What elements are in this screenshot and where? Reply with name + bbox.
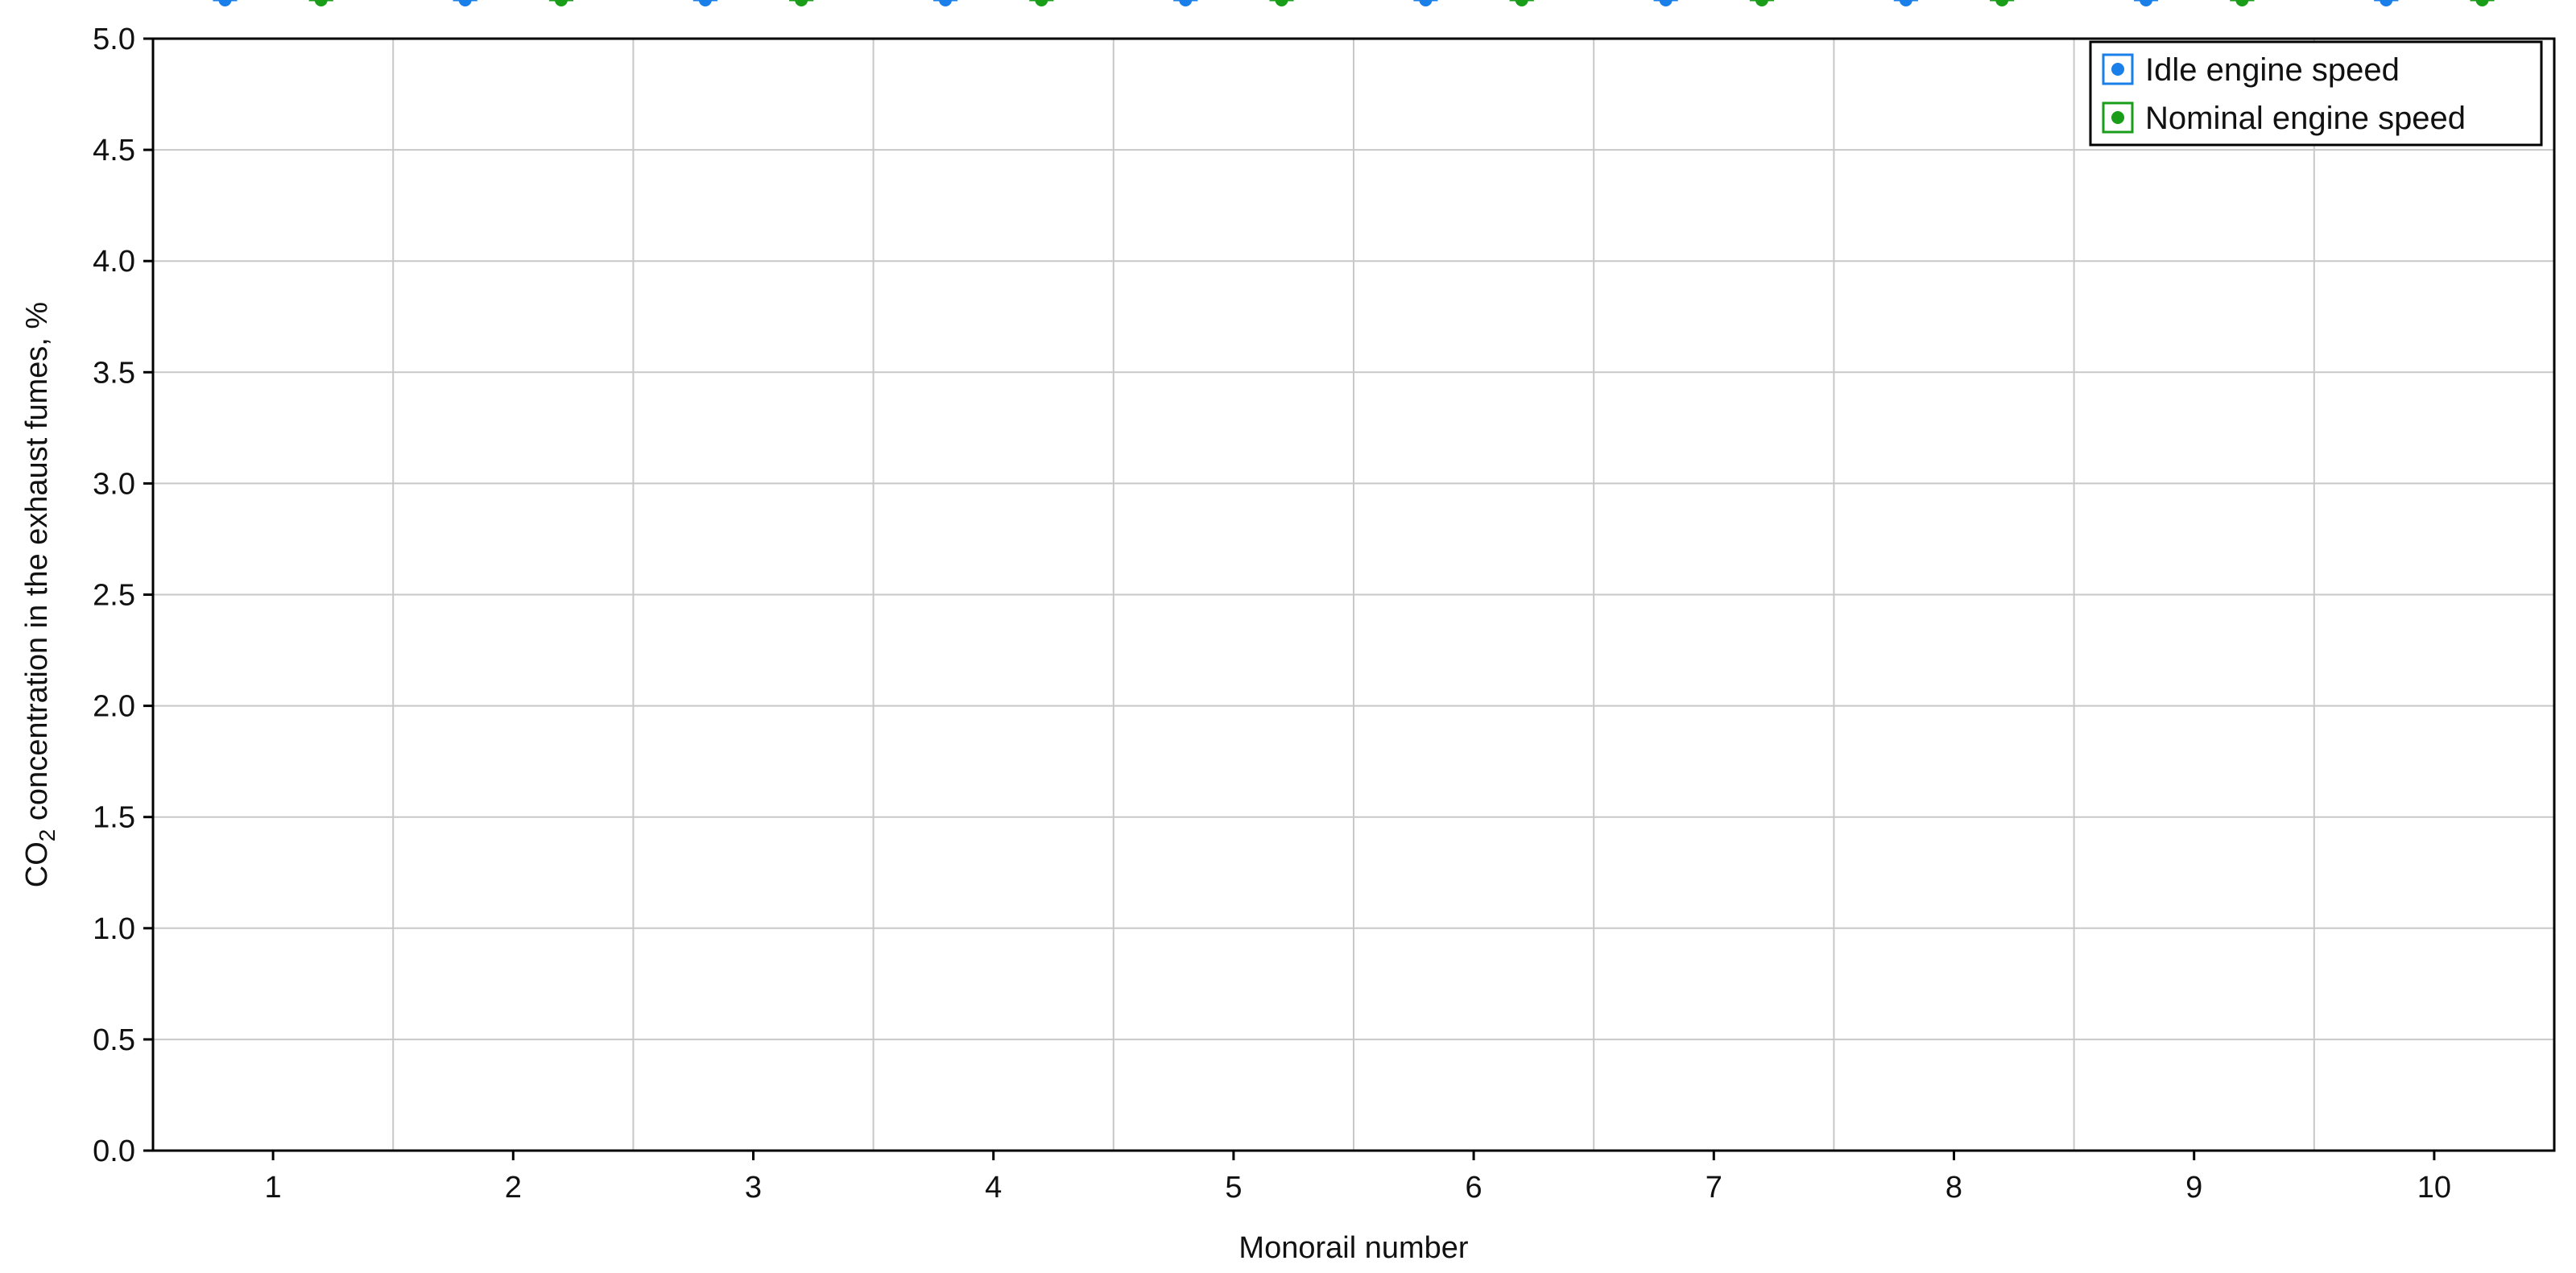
mean-marker: [1755, 0, 1768, 6]
y-axis-title-part: CO: [20, 841, 54, 887]
y-tick-label: 0.0: [93, 1135, 135, 1168]
mean-marker: [554, 0, 568, 6]
legend-label: Nominal engine speed: [2145, 101, 2466, 136]
y-tick-label: 2.0: [93, 690, 135, 724]
x-tick-label: 2: [505, 1171, 522, 1205]
legend-item-nominal: Nominal engine speed: [2102, 101, 2466, 136]
x-axis: 1 2 3 4 5 6 7 8 9 10: [265, 1151, 2451, 1205]
y-axis: 0.0 0.5 1.0 1.5 2.0 2.5 3.0 3.5 4.0 4.5 5.0: [93, 23, 153, 1168]
box-series: [213, 0, 2495, 6]
x-tick-label: 8: [1945, 1171, 1962, 1205]
mean-marker: [314, 0, 328, 6]
mean-marker: [1659, 0, 1673, 6]
y-axis-title-rest: concentration in the exhaust fumes, %: [20, 302, 54, 829]
legend-marker: [2111, 111, 2124, 124]
x-tick-label: 9: [2185, 1171, 2202, 1205]
legend: Idle engine speed Nominal engine speed: [2089, 40, 2543, 147]
y-axis-title-subscript: 2: [35, 829, 60, 842]
x-tick-label: 10: [2417, 1171, 2451, 1205]
mean-marker: [1515, 0, 1528, 6]
mean-marker: [2380, 0, 2393, 6]
y-tick-label: 2.5: [93, 579, 135, 613]
mean-marker: [218, 0, 232, 6]
mean-marker: [458, 0, 472, 6]
x-tick-label: 4: [985, 1171, 1002, 1205]
series-nominal: [308, 0, 2495, 6]
y-axis-title: CO2 concentration in the exhaust fumes, …: [20, 302, 60, 887]
y-tick-label: 1.5: [93, 801, 135, 835]
mean-marker: [1275, 0, 1288, 6]
mean-marker: [2235, 0, 2249, 6]
x-tick-label: 3: [745, 1171, 762, 1205]
legend-box: [2089, 40, 2543, 147]
series-idle: [213, 0, 2399, 6]
y-tick-label: 0.5: [93, 1023, 135, 1057]
grid-lines: [153, 39, 2554, 1151]
x-tick-label: 6: [1466, 1171, 1482, 1205]
mean-marker: [1179, 0, 1193, 6]
legend-item-idle: Idle engine speed: [2102, 52, 2400, 88]
mean-marker: [1995, 0, 2009, 6]
mean-marker: [939, 0, 953, 6]
mean-marker: [1035, 0, 1048, 6]
y-tick-label: 3.5: [93, 356, 135, 390]
mean-marker: [698, 0, 712, 6]
y-tick-label: 1.0: [93, 912, 135, 946]
x-axis-title: Monorail number: [1238, 1231, 1468, 1265]
mean-marker: [1419, 0, 1433, 6]
x-tick-label: 1: [265, 1171, 282, 1205]
mean-marker: [2140, 0, 2153, 6]
mean-marker: [1899, 0, 1912, 6]
y-tick-label: 5.0: [93, 23, 135, 56]
mean-marker: [795, 0, 808, 6]
legend-label: Idle engine speed: [2145, 52, 2400, 88]
legend-marker: [2111, 63, 2124, 76]
y-tick-label: 4.0: [93, 245, 135, 279]
x-tick-label: 7: [1706, 1171, 1722, 1205]
mean-marker: [2475, 0, 2489, 6]
x-tick-label: 5: [1225, 1171, 1242, 1205]
y-tick-label: 3.0: [93, 467, 135, 501]
y-tick-label: 4.5: [93, 134, 135, 167]
